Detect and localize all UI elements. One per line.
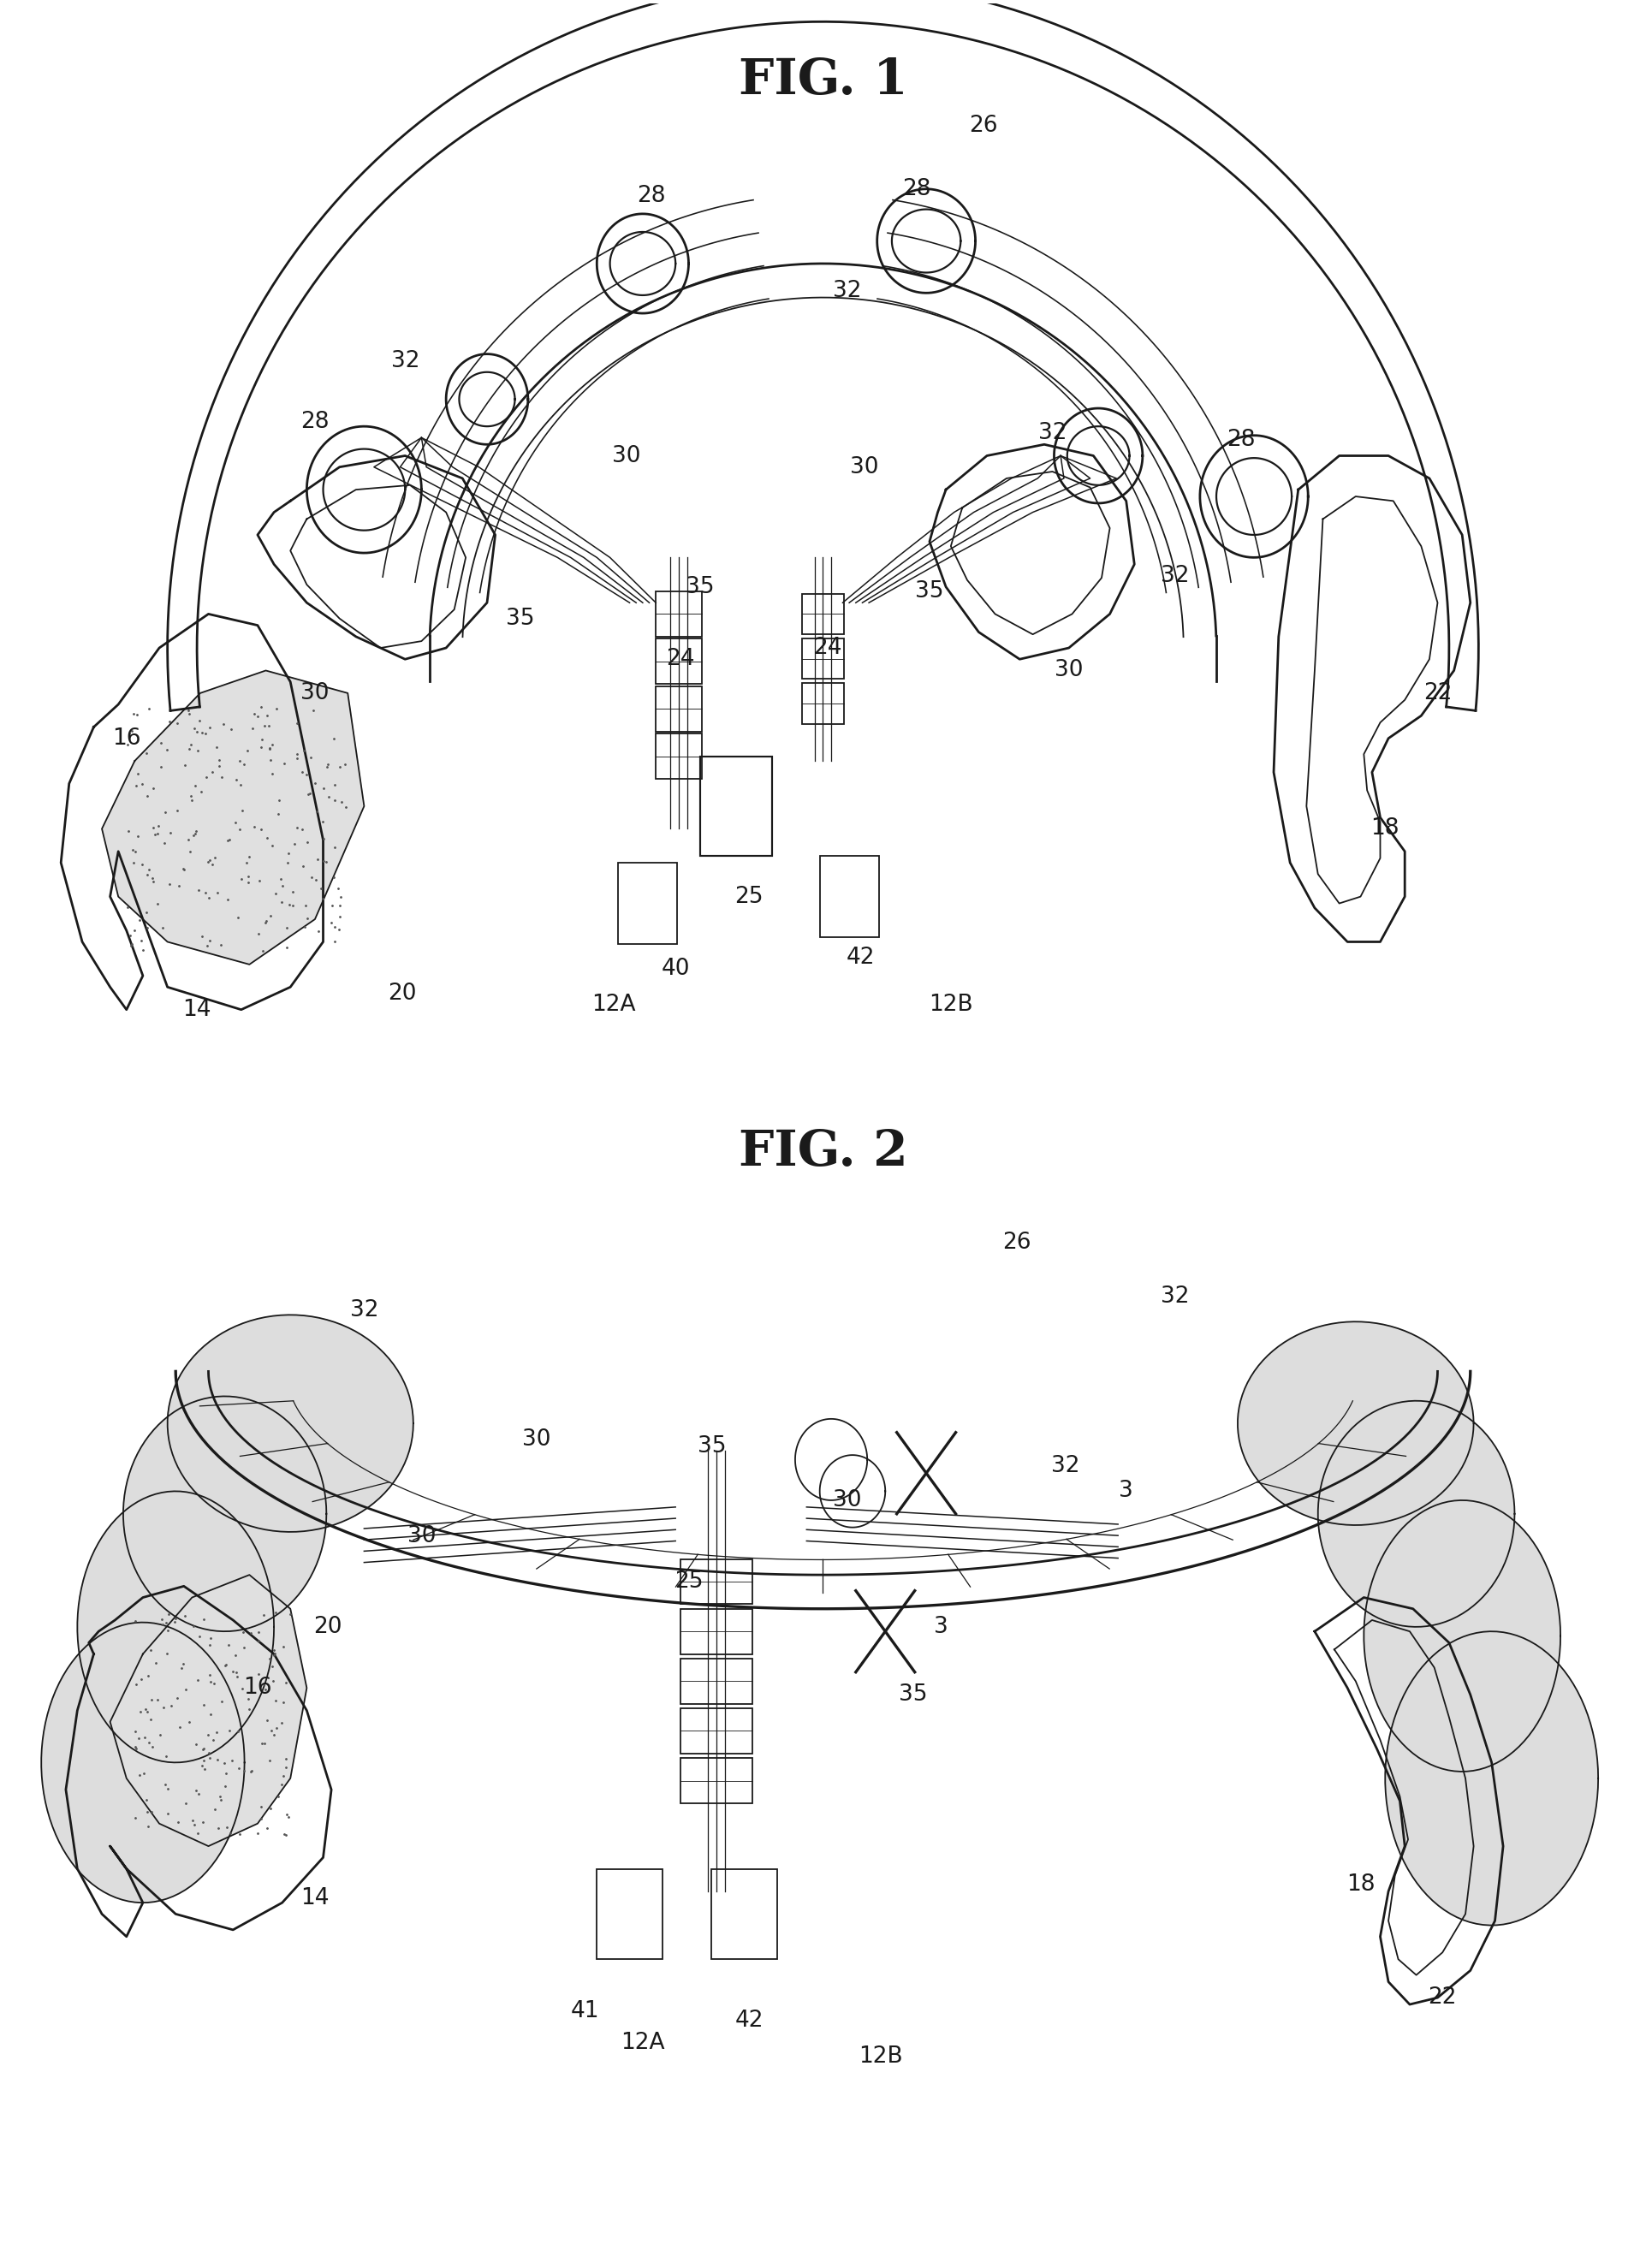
Text: 20: 20 bbox=[314, 1615, 342, 1637]
Polygon shape bbox=[1318, 1402, 1514, 1626]
Bar bbox=[655, 735, 701, 778]
Bar bbox=[680, 1708, 752, 1753]
Text: 14: 14 bbox=[301, 1887, 329, 1910]
Text: 32: 32 bbox=[1160, 565, 1190, 587]
Text: 12B: 12B bbox=[928, 993, 973, 1016]
Text: 24: 24 bbox=[813, 637, 843, 660]
Text: 30: 30 bbox=[849, 456, 879, 479]
Bar bbox=[802, 637, 844, 678]
Text: 30: 30 bbox=[1055, 660, 1083, 683]
Text: 12A: 12A bbox=[621, 2032, 665, 2055]
Bar bbox=[680, 1608, 752, 1653]
Text: 41: 41 bbox=[571, 2000, 599, 2023]
Text: 3: 3 bbox=[933, 1615, 948, 1637]
Text: 32: 32 bbox=[1160, 1286, 1190, 1309]
Text: 16: 16 bbox=[244, 1676, 272, 1699]
Bar bbox=[711, 1869, 777, 1960]
Bar bbox=[680, 1658, 752, 1703]
Bar bbox=[597, 1869, 662, 1960]
Text: 40: 40 bbox=[662, 957, 690, 980]
Polygon shape bbox=[102, 671, 364, 964]
Text: 12B: 12B bbox=[858, 2046, 902, 2068]
Text: 32: 32 bbox=[351, 1300, 379, 1322]
Polygon shape bbox=[1238, 1322, 1473, 1524]
Polygon shape bbox=[77, 1492, 273, 1762]
Polygon shape bbox=[1365, 1499, 1560, 1771]
Text: 14: 14 bbox=[183, 998, 211, 1021]
Text: 32: 32 bbox=[833, 279, 863, 302]
Text: 18: 18 bbox=[1346, 1873, 1374, 1896]
Bar bbox=[802, 683, 844, 723]
Polygon shape bbox=[1386, 1631, 1598, 1926]
Text: 16: 16 bbox=[112, 728, 142, 748]
Text: 42: 42 bbox=[846, 946, 876, 968]
Text: 22: 22 bbox=[1424, 683, 1452, 705]
Text: FIG. 1: FIG. 1 bbox=[739, 57, 907, 104]
Text: 28: 28 bbox=[902, 177, 930, 200]
Text: 28: 28 bbox=[637, 184, 665, 206]
Text: 35: 35 bbox=[915, 581, 943, 603]
Polygon shape bbox=[168, 1315, 413, 1531]
Text: 32: 32 bbox=[1039, 422, 1067, 445]
Bar bbox=[655, 592, 701, 637]
Text: 28: 28 bbox=[301, 411, 329, 433]
Bar bbox=[655, 640, 701, 685]
Bar bbox=[619, 862, 677, 943]
Text: 28: 28 bbox=[1226, 429, 1256, 451]
Text: 30: 30 bbox=[833, 1490, 863, 1510]
Text: 26: 26 bbox=[1002, 1232, 1030, 1254]
Text: FIG. 2: FIG. 2 bbox=[739, 1127, 907, 1177]
Text: 25: 25 bbox=[734, 885, 764, 907]
Text: 25: 25 bbox=[675, 1569, 703, 1592]
Text: 42: 42 bbox=[734, 2009, 764, 2032]
Bar bbox=[820, 855, 879, 937]
Polygon shape bbox=[41, 1622, 245, 1903]
Bar bbox=[802, 594, 844, 635]
Text: 12A: 12A bbox=[591, 993, 635, 1016]
Text: 24: 24 bbox=[667, 649, 695, 671]
Text: 26: 26 bbox=[969, 113, 997, 136]
Text: 30: 30 bbox=[301, 683, 329, 705]
Text: 32: 32 bbox=[1052, 1456, 1080, 1476]
Text: 35: 35 bbox=[899, 1683, 927, 1706]
Bar bbox=[680, 1758, 752, 1803]
Text: 35: 35 bbox=[698, 1436, 726, 1456]
Text: 22: 22 bbox=[1429, 1987, 1457, 2009]
Polygon shape bbox=[123, 1397, 326, 1631]
Text: 18: 18 bbox=[1371, 819, 1399, 839]
Text: 30: 30 bbox=[407, 1526, 436, 1547]
Text: 35: 35 bbox=[686, 576, 714, 599]
Text: 35: 35 bbox=[505, 608, 535, 631]
Bar bbox=[700, 758, 772, 855]
Text: 30: 30 bbox=[522, 1429, 550, 1449]
Text: 20: 20 bbox=[387, 982, 416, 1005]
Polygon shape bbox=[110, 1574, 306, 1846]
Bar bbox=[655, 687, 701, 733]
Bar bbox=[680, 1558, 752, 1603]
Text: 32: 32 bbox=[390, 349, 420, 372]
Text: 3: 3 bbox=[1119, 1481, 1134, 1501]
Text: 30: 30 bbox=[612, 445, 640, 467]
